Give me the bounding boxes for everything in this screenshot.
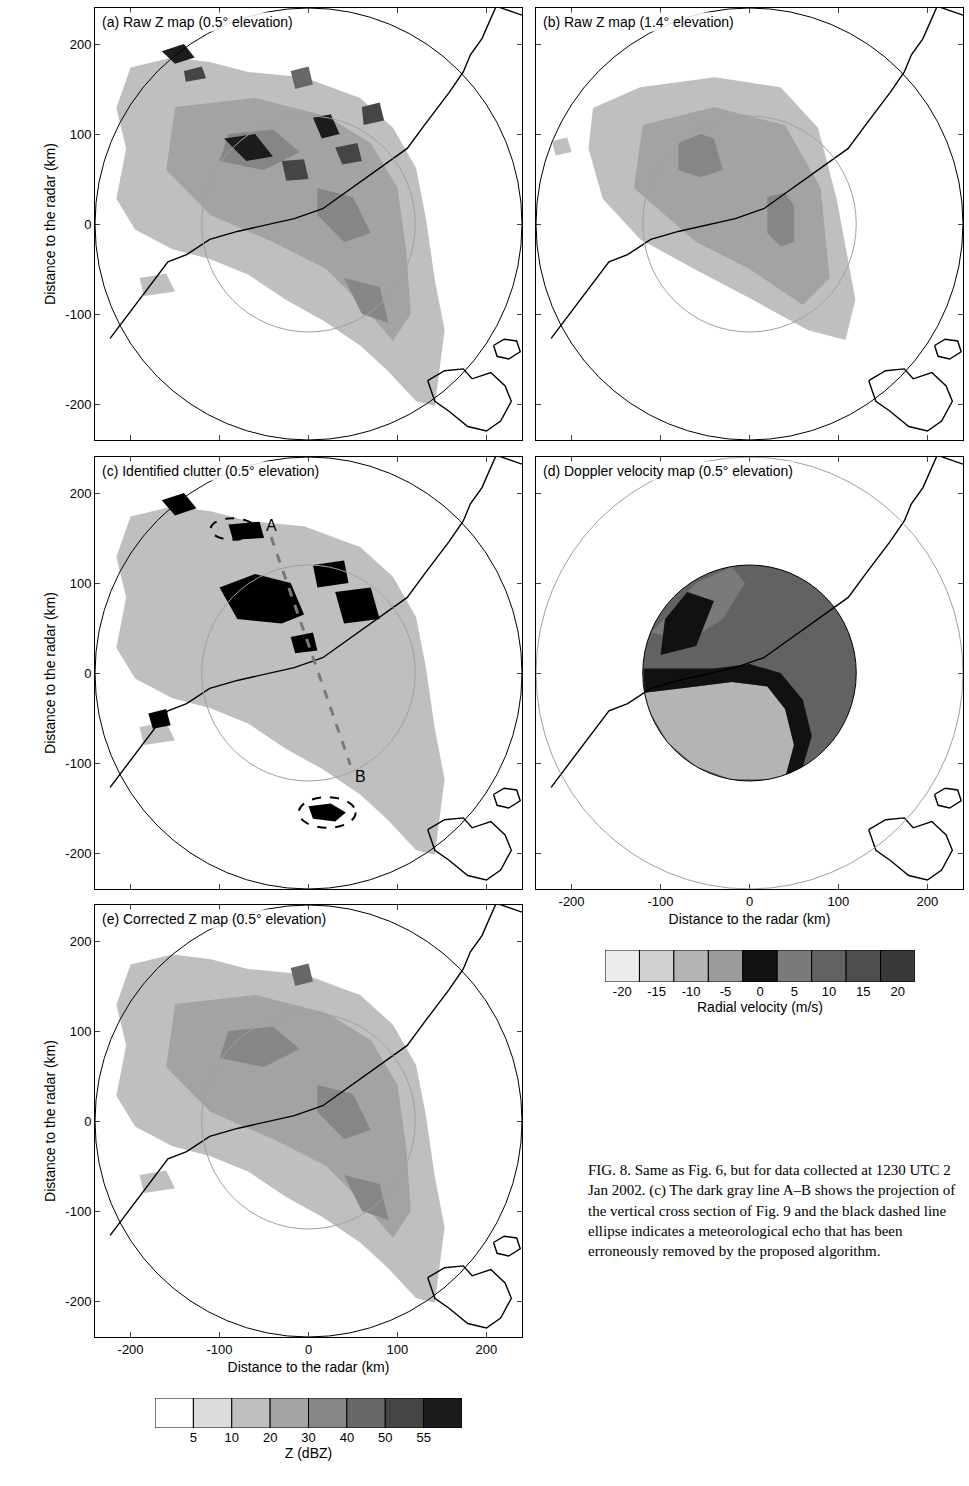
svg-text:(b) Raw Z map (1.4° elevation): (b) Raw Z map (1.4° elevation) [543, 14, 734, 30]
svg-text:-100: -100 [65, 307, 91, 322]
svg-text:Distance to the radar (km): Distance to the radar (km) [42, 143, 58, 305]
svg-text:-200: -200 [559, 894, 585, 909]
svg-text:-200: -200 [118, 1342, 144, 1357]
svg-text:100: 100 [70, 576, 92, 591]
svg-text:200: 200 [70, 37, 92, 52]
svg-text:(d) Doppler velocity map (0.5°: (d) Doppler velocity map (0.5° elevation… [543, 463, 793, 479]
svg-text:-200: -200 [65, 1294, 91, 1309]
svg-text:-100: -100 [65, 756, 91, 771]
svg-text:-100: -100 [648, 894, 674, 909]
svg-text:-5: -5 [720, 984, 732, 999]
svg-text:A: A [266, 517, 277, 534]
svg-text:100: 100 [70, 127, 92, 142]
svg-text:30: 30 [301, 1430, 315, 1445]
svg-text:-200: -200 [65, 397, 91, 412]
svg-text:-100: -100 [207, 1342, 233, 1357]
svg-text:-100: -100 [65, 1204, 91, 1219]
svg-text:0: 0 [84, 666, 91, 681]
svg-text:100: 100 [828, 894, 850, 909]
svg-text:-10: -10 [682, 984, 701, 999]
svg-text:(c) Identified clutter (0.5° e: (c) Identified clutter (0.5° elevation) [102, 463, 319, 479]
svg-text:15: 15 [856, 984, 870, 999]
svg-text:50: 50 [378, 1430, 392, 1445]
svg-text:5: 5 [791, 984, 798, 999]
svg-text:Distance to the radar (km): Distance to the radar (km) [228, 1359, 390, 1375]
svg-text:0: 0 [746, 894, 753, 909]
svg-text:20: 20 [263, 1430, 277, 1445]
svg-text:Distance to the radar (km): Distance to the radar (km) [42, 1040, 58, 1202]
svg-text:10: 10 [822, 984, 836, 999]
svg-text:Z (dBZ): Z (dBZ) [285, 1445, 332, 1461]
svg-text:5: 5 [190, 1430, 197, 1445]
svg-text:(a) Raw Z map (0.5° elevation): (a) Raw Z map (0.5° elevation) [102, 14, 293, 30]
svg-text:Distance to the radar (km): Distance to the radar (km) [42, 592, 58, 754]
svg-text:-200: -200 [65, 846, 91, 861]
svg-text:20: 20 [891, 984, 905, 999]
svg-text:-20: -20 [613, 984, 632, 999]
svg-text:0: 0 [305, 1342, 312, 1357]
svg-text:10: 10 [225, 1430, 239, 1445]
svg-text:100: 100 [387, 1342, 409, 1357]
html-text:FIG. 8. Same as Fig. 6, but fo: FIG. 8. Same as Fig. 6, but for data col… [588, 1162, 956, 1259]
svg-text:0: 0 [84, 217, 91, 232]
svg-text:(e) Corrected Z map (0.5° elev: (e) Corrected Z map (0.5° elevation) [102, 911, 326, 927]
svg-text:200: 200 [70, 934, 92, 949]
svg-text:Radial velocity (m/s): Radial velocity (m/s) [697, 999, 823, 1015]
svg-text:200: 200 [476, 1342, 498, 1357]
svg-text:40: 40 [340, 1430, 354, 1445]
svg-text:Distance to the radar (km): Distance to the radar (km) [669, 911, 831, 927]
svg-text:0: 0 [84, 1114, 91, 1129]
svg-text:B: B [355, 768, 366, 785]
svg-text:55: 55 [416, 1430, 430, 1445]
svg-text:200: 200 [917, 894, 939, 909]
svg-text:200: 200 [70, 486, 92, 501]
svg-text:0: 0 [756, 984, 763, 999]
svg-text:-15: -15 [647, 984, 666, 999]
svg-text:100: 100 [70, 1024, 92, 1039]
